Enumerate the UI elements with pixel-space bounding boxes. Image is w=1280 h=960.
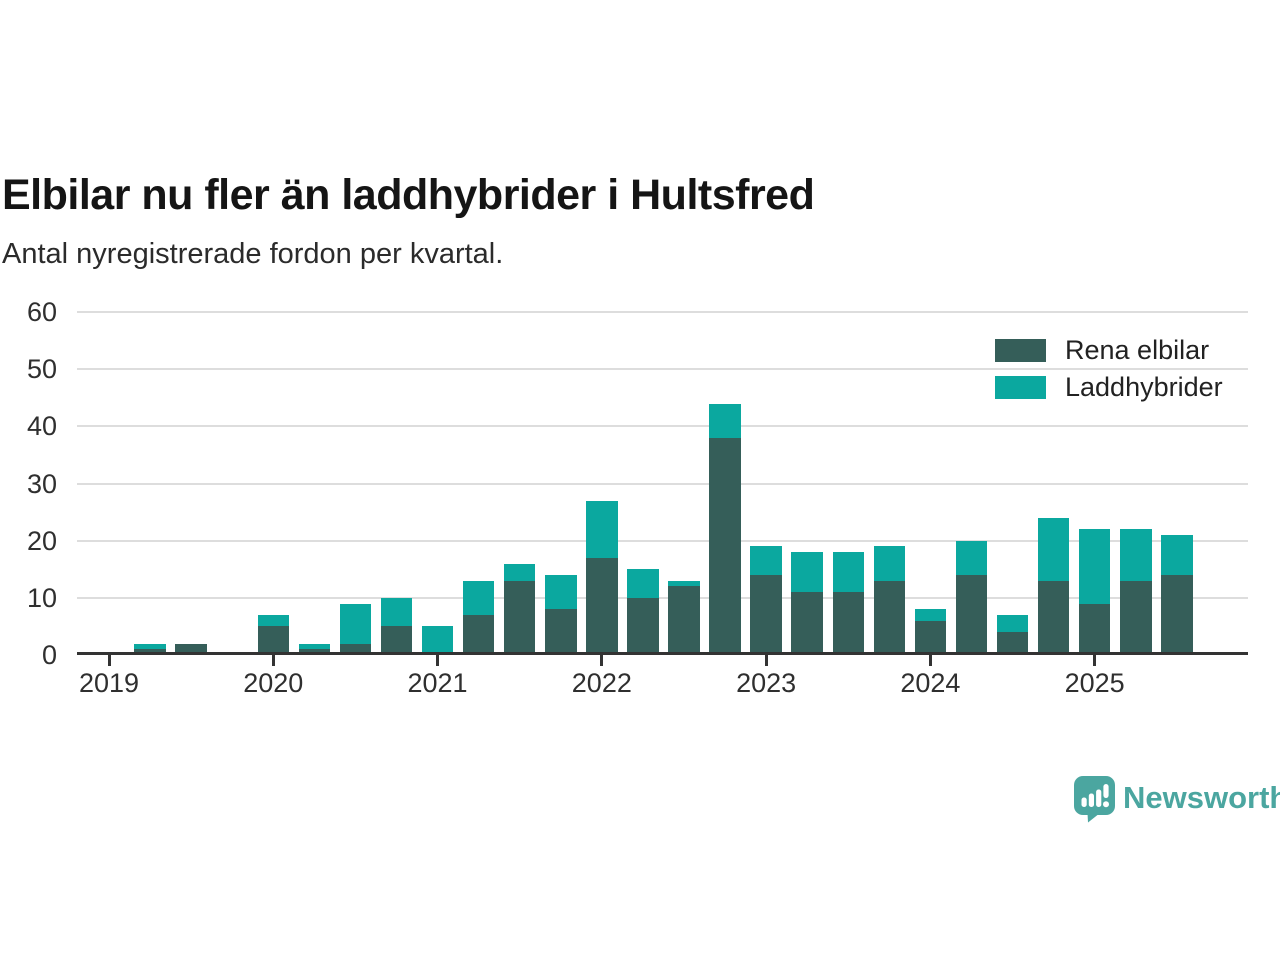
bar-segment-laddhybrider-2021-q3 [503,563,536,581]
bar-segment-laddhybrider-2023-q1 [750,546,782,575]
bar-segment-rena-elbilar-2020-q4 [380,626,413,655]
gridline-50 [77,368,1248,371]
x-axis-tick-2025 [1093,655,1097,666]
bar-segment-rena-elbilar-2021-q2 [462,614,495,655]
x-axis-label-2023: 2023 [736,668,797,698]
bar-segment-rena-elbilar-2023-q4 [873,580,906,655]
legend: Rena elbilar Laddhybrider [995,335,1223,413]
bar-segment-laddhybrider-2024-q2 [955,540,988,575]
bar-segment-laddhybrider-2025-q1 [1078,529,1111,604]
bar-segment-laddhybrider-2020-q3 [339,603,372,644]
y-axis-label-20: 20 [26,525,57,556]
x-axis-tick-2023 [764,655,768,666]
bar-segment-rena-elbilar-2023-q3 [832,592,864,655]
x-axis-label-2021: 2021 [407,668,468,698]
bar-segment-laddhybrider-2021-q1 [421,626,454,655]
bar-segment-rena-elbilar-2024-q2 [955,574,988,655]
bar-segment-laddhybrider-2024-q3 [996,614,1029,633]
bar-segment-laddhybrider-2020-q1 [257,614,290,627]
x-axis-label-2020: 2020 [243,668,304,698]
chart-title: Elbilar nu fler än laddhybrider i Hultsf… [2,170,815,219]
speech-bubble-bar-chart-icon [1074,776,1115,823]
bar-segment-laddhybrider-2020-q2 [298,643,331,650]
y-axis-label-30: 30 [26,468,57,499]
bar-segment-laddhybrider-2024-q1 [914,609,947,621]
y-axis-label-50: 50 [26,354,57,385]
legend-item-laddhybrider: Laddhybrider [995,372,1223,402]
bar-segment-laddhybrider-2025-q2 [1120,529,1152,581]
bar-segment-rena-elbilar-2021-q4 [545,609,577,655]
x-axis-label-2019: 2019 [78,668,140,698]
bar-segment-laddhybrider-2021-q4 [545,574,577,610]
bar-segment-laddhybrider-2025-q3 [1161,534,1193,575]
bar-segment-laddhybrider-2023-q2 [791,552,823,593]
bar-segment-rena-elbilar-2023-q1 [750,574,782,655]
x-axis-tick-2019 [107,655,111,666]
legend-swatch-laddhybrider [995,376,1046,399]
gridline-40 [77,425,1248,428]
bar-segment-laddhybrider-2023-q3 [832,552,864,593]
bar-segment-rena-elbilar-2022-q1 [586,557,618,655]
bar-segment-rena-elbilar-2019-q3 [175,643,207,655]
y-axis-label-0: 0 [41,640,57,670]
newsworthy-logo: Newsworthy [1074,776,1280,823]
bar-segment-rena-elbilar-2024-q1 [914,620,947,655]
bar-segment-laddhybrider-2024-q4 [1037,517,1070,581]
x-axis-label-2024: 2024 [900,668,961,698]
x-axis-tick-2020 [271,655,275,666]
bar-segment-rena-elbilar-2024-q4 [1037,580,1070,655]
y-axis-label-60: 60 [26,297,57,328]
chart-subtitle: Antal nyregistrerade fordon per kvartal. [2,238,504,270]
x-axis-tick-2022 [600,655,604,666]
bar-segment-laddhybrider-2022-q1 [586,500,618,558]
gridline-60 [77,311,1248,314]
bar-segment-laddhybrider-2021-q2 [462,580,495,615]
x-axis-line [77,652,1248,655]
gridline-10 [77,596,1248,599]
y-axis-label-40: 40 [26,411,57,442]
bar-segment-laddhybrider-2020-q4 [380,597,413,627]
legend-item-rena-elbilar: Rena elbilar [995,335,1223,365]
x-axis-label-2025: 2025 [1064,668,1125,698]
x-axis-label-2022: 2022 [571,668,632,698]
newsworthy-wordmark: Newsworthy [1123,780,1280,815]
gridline-20 [77,539,1248,542]
bar-segment-rena-elbilar-2021-q3 [503,580,536,655]
y-axis-label-10: 10 [26,582,57,613]
bar-segment-laddhybrider-2023-q4 [873,546,906,581]
bar-segment-rena-elbilar-2023-q2 [791,592,823,655]
bar-segment-rena-elbilar-2024-q3 [996,632,1029,655]
bar-segment-rena-elbilar-2020-q3 [339,643,372,655]
bar-segment-rena-elbilar-2025-q1 [1078,603,1111,655]
bar-segment-rena-elbilar-2022-q2 [627,597,659,655]
bar-segment-rena-elbilar-2025-q3 [1161,574,1193,655]
x-axis-tick-2021 [436,655,440,666]
gridline-30 [77,482,1248,485]
bar-segment-laddhybrider-2022-q3 [668,580,700,587]
bar-segment-laddhybrider-2019-q2 [134,643,166,650]
bar-segment-rena-elbilar-2022-q3 [668,586,700,655]
bar-segment-rena-elbilar-2025-q2 [1120,580,1152,655]
bar-segment-rena-elbilar-2020-q1 [257,626,290,655]
bar-segment-laddhybrider-2022-q2 [627,569,659,598]
bar-segment-rena-elbilar-2022-q4 [709,437,741,655]
legend-swatch-rena-elbilar [995,339,1046,362]
x-axis-tick-2024 [928,655,932,666]
legend-label-rena-elbilar: Rena elbilar [1065,335,1210,365]
legend-label-laddhybrider: Laddhybrider [1065,372,1223,402]
bar-segment-laddhybrider-2022-q4 [709,403,741,438]
